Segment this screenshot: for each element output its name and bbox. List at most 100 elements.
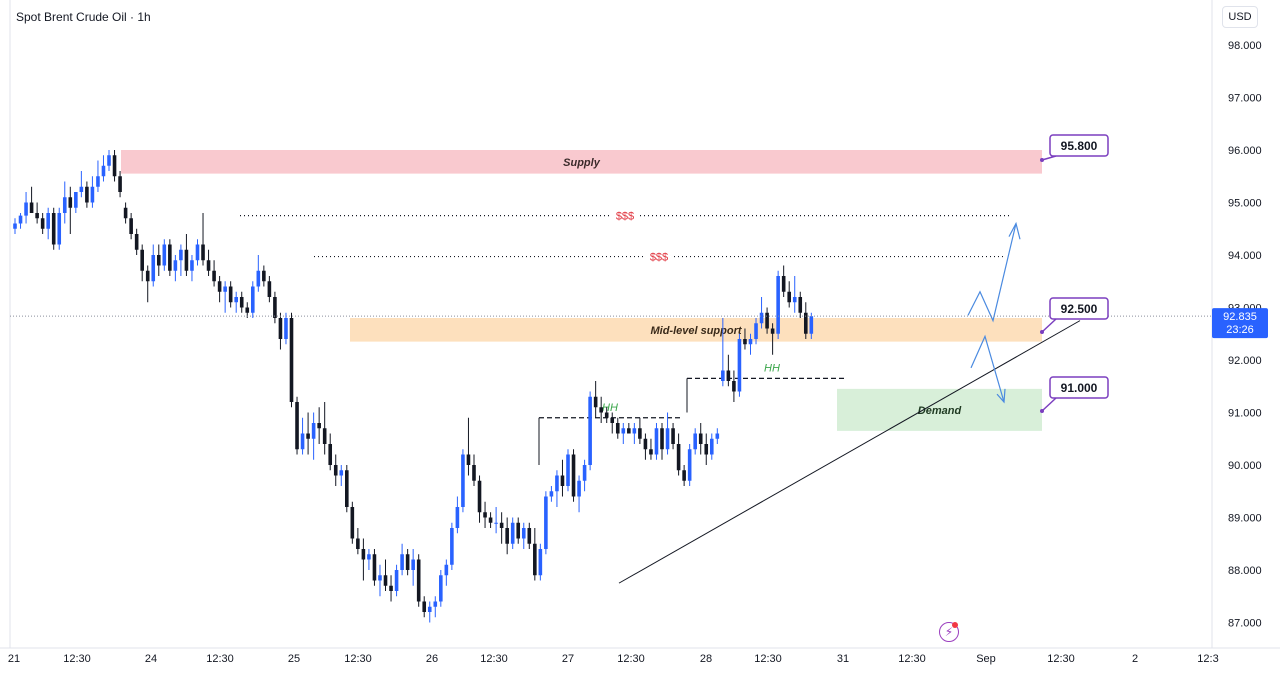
candle-body [566, 454, 570, 486]
candle-body [145, 270, 150, 282]
candle-body [593, 396, 598, 408]
candle-body [510, 522, 515, 544]
candle-body [317, 423, 321, 429]
projection-path-up [967, 223, 1017, 323]
x-tick-label: 2 [1132, 653, 1138, 665]
ascending-trendline [618, 320, 1081, 584]
y-tick-label: 97.000 [1228, 93, 1262, 105]
candle-body [184, 249, 189, 271]
candle-body [704, 444, 709, 455]
candle-body [754, 323, 758, 339]
candle-body [737, 339, 742, 392]
x-tick-label: 21 [8, 653, 20, 665]
candle-body [367, 554, 371, 560]
candle-body [173, 260, 178, 271]
candle-body [521, 528, 526, 539]
candle-body [405, 554, 410, 570]
candle-body [262, 270, 266, 282]
projection-arrowhead-down [996, 388, 1006, 404]
candle-body [306, 433, 310, 439]
candle-body [803, 312, 808, 334]
callout-pointer [1041, 397, 1057, 412]
x-tick-label: 12:30 [754, 653, 782, 665]
candle-body [770, 328, 775, 334]
projection-arrowhead-up [1008, 221, 1021, 240]
candle-body [383, 575, 388, 586]
candle-body [212, 270, 216, 282]
candle-body [538, 549, 543, 576]
currency-button[interactable]: USD [1222, 6, 1258, 28]
candle-body [250, 286, 255, 313]
candle-body [621, 428, 626, 434]
y-tick-label: 91.000 [1228, 408, 1262, 420]
candle-body [57, 213, 62, 245]
candle-body [433, 601, 438, 607]
candle-body [345, 470, 349, 507]
candle-body [483, 512, 487, 518]
last-price-countdown: 23:26 [1226, 324, 1254, 336]
candle-body [416, 559, 421, 602]
candle-body [638, 428, 642, 439]
candle-body [168, 244, 172, 271]
candle-body [643, 438, 648, 450]
candle-body [123, 207, 128, 219]
zone-label: Demand [918, 405, 962, 417]
candle-body [422, 601, 427, 612]
alert-dot-icon [952, 622, 958, 628]
price-callout-box [1049, 376, 1109, 399]
liquidity-label: $$$ [616, 211, 634, 223]
x-tick-label: 25 [288, 653, 300, 665]
price-callout-box [1049, 297, 1109, 320]
candle-body [394, 570, 399, 591]
liquidity-label-bg [645, 249, 673, 264]
candle-body [693, 433, 697, 450]
candle-body [400, 554, 404, 570]
candle-body [759, 312, 764, 324]
y-tick-label: 95.000 [1228, 198, 1262, 210]
candle-body [516, 522, 521, 539]
candle-body [649, 449, 653, 455]
candle-body [792, 297, 797, 303]
candle-body [62, 197, 67, 213]
candle-body [129, 218, 133, 234]
candle-body [505, 528, 509, 544]
candle-body [726, 370, 731, 381]
candle-body [627, 428, 631, 434]
candle-body [776, 276, 780, 334]
y-tick-label: 96.000 [1228, 145, 1262, 157]
candle-body [698, 433, 703, 444]
candle-body [610, 417, 615, 423]
candle-body [228, 286, 233, 303]
currency-label: USD [1228, 11, 1252, 23]
y-tick-label: 88.000 [1228, 565, 1262, 577]
candle-body [328, 444, 333, 465]
candle-body [90, 186, 95, 203]
candle-body [18, 215, 23, 224]
candle-body [239, 297, 244, 308]
candle-body [499, 522, 504, 528]
candle-body [549, 491, 554, 497]
candle-body [687, 449, 692, 481]
y-tick-label: 87.000 [1228, 618, 1262, 630]
candle-body [748, 339, 753, 345]
candle-body [721, 370, 725, 381]
candle-body [588, 396, 592, 465]
y-tick-label: 98.000 [1228, 40, 1262, 52]
last-price-tag [1212, 308, 1268, 339]
x-tick-label: 28 [700, 653, 712, 665]
alert-lightning-icon[interactable]: ⚡ [939, 622, 959, 642]
symbol-title[interactable]: Spot Brent Crude Oil · 1h [16, 10, 151, 24]
candle-body [450, 528, 454, 565]
candle-body [439, 575, 443, 602]
candle-body [527, 528, 532, 544]
candle-body [765, 312, 769, 329]
candle-body [256, 270, 261, 287]
candle-body [372, 554, 377, 581]
candle-body [472, 465, 476, 481]
x-tick-label: 31 [837, 653, 849, 665]
last-price-value: 92.835 [1223, 311, 1257, 323]
candle-body [477, 480, 482, 513]
y-tick-label: 92.000 [1228, 355, 1262, 367]
